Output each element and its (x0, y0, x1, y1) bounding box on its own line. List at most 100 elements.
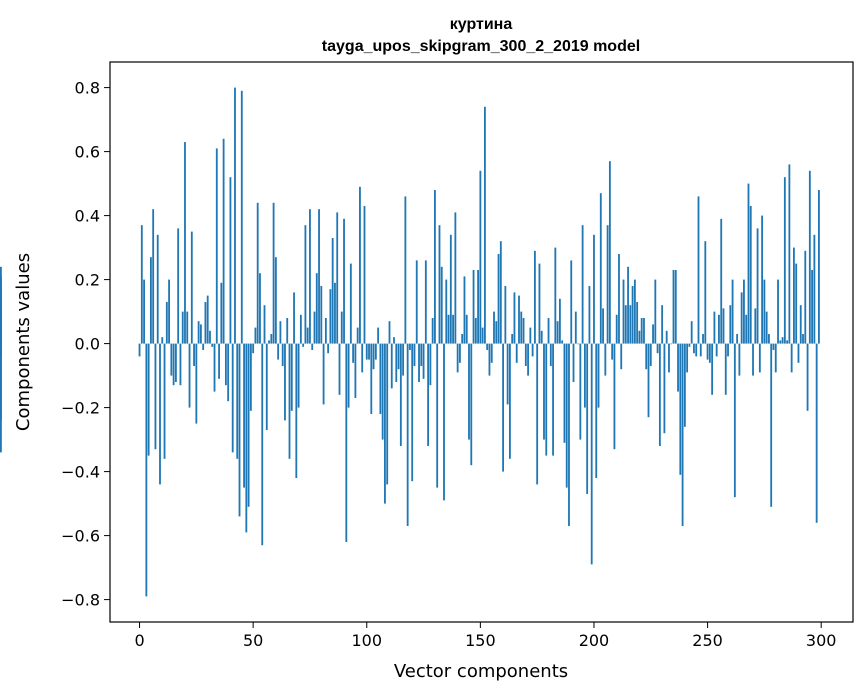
bar-112 (393, 337, 395, 344)
bar-72 (302, 343, 305, 347)
bar-295 (808, 170, 811, 344)
bar-47 (245, 343, 248, 533)
bar-62 (279, 321, 282, 344)
bar-76 (311, 343, 314, 350)
bar-187 (563, 343, 566, 443)
bar-149 (477, 270, 479, 344)
bar-36 (220, 282, 223, 344)
bar-278 (770, 343, 773, 507)
bar-214 (624, 305, 627, 344)
bar-7 (154, 343, 157, 450)
bar-95 (354, 343, 357, 398)
bar-series (0, 87, 820, 597)
bar-68 (293, 292, 295, 344)
bar-16 (174, 343, 177, 382)
bar-196 (583, 343, 586, 408)
bar-212 (620, 343, 623, 370)
bar-88 (338, 343, 341, 395)
bar-124 (420, 343, 423, 366)
bar-136 (447, 314, 450, 344)
bar-108 (384, 343, 386, 504)
bar-137 (449, 234, 452, 344)
bar-123 (418, 343, 420, 382)
bar-298 (815, 343, 818, 523)
bar-255 (718, 314, 720, 344)
bar-244 (693, 343, 695, 354)
bar-142 (461, 334, 464, 344)
bar-184 (556, 321, 559, 344)
x-tick-label: 200 (579, 631, 610, 650)
x-tick-label: 100 (351, 631, 382, 650)
bar-15 (172, 343, 175, 386)
bar-132 (438, 225, 441, 344)
bar-94 (352, 343, 355, 363)
bar-199 (590, 343, 593, 565)
bar-85 (331, 238, 334, 344)
x-axis-label: Vector components (394, 661, 568, 682)
bar-19 (181, 311, 184, 344)
bar-264 (738, 343, 741, 376)
bar-294 (806, 343, 809, 411)
bar-282 (779, 340, 782, 344)
bar-8 (156, 234, 159, 344)
bar-211 (618, 254, 620, 344)
bar-164 (511, 334, 514, 344)
bar-145 (468, 343, 470, 440)
bar-50 (252, 343, 255, 354)
bar-228 (656, 343, 659, 354)
bar-152 (484, 106, 486, 344)
plot-frame (109, 61, 854, 623)
bar-156 (493, 311, 495, 344)
bar-181 (549, 343, 552, 366)
bar-116 (402, 343, 405, 376)
bar-245 (695, 343, 698, 357)
bar-53 (259, 273, 261, 344)
bar-71 (299, 314, 302, 344)
bar-269 (749, 206, 752, 344)
bar-259 (727, 343, 729, 357)
bar-262 (733, 343, 736, 498)
bar-168 (520, 311, 523, 344)
bar-40 (229, 177, 232, 344)
bar-210 (615, 314, 618, 344)
bar-102 (370, 343, 373, 414)
bar-25 (195, 343, 198, 424)
bar-114 (397, 343, 400, 370)
bar-266 (743, 279, 745, 344)
bar-279 (772, 343, 775, 350)
x-tick-label: 150 (465, 631, 496, 650)
bar-74 (306, 327, 309, 344)
bar-11 (163, 343, 166, 459)
bar-169 (522, 318, 525, 344)
bar-229 (658, 343, 661, 446)
bar-81 (322, 343, 325, 405)
bar-219 (636, 302, 639, 344)
bar-239 (681, 343, 684, 526)
y-tick-label: −0.4 (61, 463, 100, 482)
bar-173 (531, 343, 534, 357)
bar-194 (579, 343, 582, 440)
bar-129 (431, 318, 434, 344)
bar-177 (540, 330, 543, 344)
bar-157 (495, 321, 498, 344)
bar-284 (783, 177, 786, 344)
bar-110 (388, 321, 391, 344)
bar-130 (434, 190, 436, 344)
bar-242 (688, 343, 691, 347)
y-tick-label: −0.6 (61, 527, 100, 546)
bar-257 (722, 308, 725, 344)
bar-205 (604, 343, 607, 376)
bar-59 (272, 202, 275, 344)
bar-32 (211, 343, 214, 347)
bar-35 (218, 343, 220, 379)
bar-235 (672, 270, 675, 344)
bar-158 (497, 254, 500, 344)
bar-167 (518, 295, 520, 344)
bar-197 (586, 343, 589, 494)
bar-52 (256, 202, 259, 344)
bar-189 (568, 343, 570, 526)
bar-69 (295, 343, 298, 478)
y-tick-label: 0.0 (75, 335, 100, 354)
bar-77 (313, 311, 316, 344)
y-tick-label: 0.2 (75, 271, 100, 290)
